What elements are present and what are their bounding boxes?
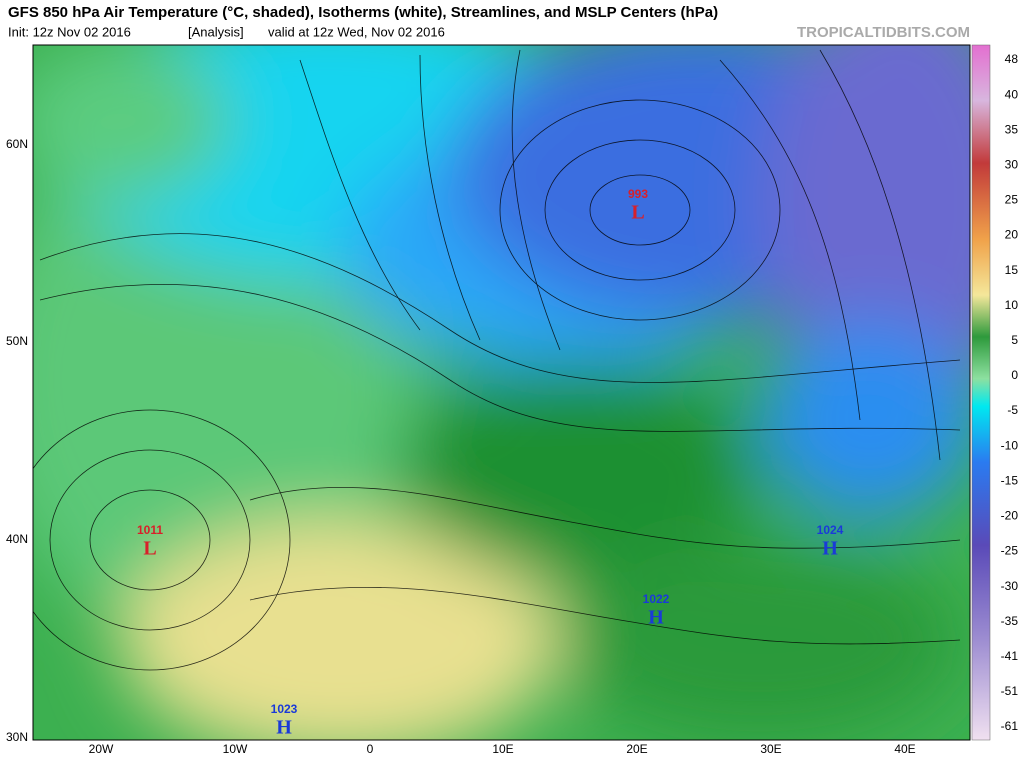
pressure-value: 1024 xyxy=(817,523,844,537)
lat-label: 50N xyxy=(6,334,28,348)
pressure-center: H xyxy=(648,607,664,629)
analysis-tag: [Analysis] xyxy=(188,24,244,39)
pressure-center: L xyxy=(631,202,644,224)
lat-label: 40N xyxy=(6,532,28,546)
colorbar-label: -5 xyxy=(1007,403,1018,417)
pressure-center: H xyxy=(822,538,838,560)
credit: TROPICALTIDBITS.COM xyxy=(797,24,970,41)
colorbar-label: -25 xyxy=(1001,544,1019,558)
colorbar xyxy=(971,44,991,741)
colorbar-label: -10 xyxy=(1001,438,1019,452)
lon-label: 0 xyxy=(367,742,374,756)
colorbar-label: -15 xyxy=(1001,473,1019,487)
colorbar-label: 40 xyxy=(1005,87,1019,101)
colorbar-label: -41 xyxy=(1001,649,1019,663)
colorbar-label: 10 xyxy=(1005,298,1019,312)
colorbar-label: 30 xyxy=(1005,157,1019,171)
colorbar-label: -61 xyxy=(1001,719,1019,733)
colorbar-label: -20 xyxy=(1001,509,1019,523)
lon-label: 30E xyxy=(760,742,781,756)
colorbar-label: 35 xyxy=(1005,122,1019,136)
colorbar-label: 25 xyxy=(1005,193,1019,207)
valid-text: valid at 12z Wed, Nov 02 2016 xyxy=(268,24,445,39)
colorbar-label: -30 xyxy=(1001,579,1019,593)
colorbar-label: -35 xyxy=(1001,614,1019,628)
lon-label: 10W xyxy=(223,742,248,756)
colorbar-label: 5 xyxy=(1011,333,1018,347)
pressure-center: L xyxy=(143,538,156,560)
colorbar-label: 48 xyxy=(1005,52,1019,66)
colorbar-label: 20 xyxy=(1005,228,1019,242)
pressure-value: 1023 xyxy=(271,702,298,716)
lon-label: 10E xyxy=(492,742,513,756)
pressure-value: 1011 xyxy=(137,523,163,537)
pressure-value: 1022 xyxy=(643,592,670,606)
lon-label: 20W xyxy=(89,742,114,756)
colorbar-label: 15 xyxy=(1005,263,1019,277)
pressure-value: 993 xyxy=(628,187,648,201)
init-text: Init: 12z Nov 02 2016 xyxy=(8,24,131,39)
colorbar-label: 0 xyxy=(1011,368,1018,382)
lon-label: 20E xyxy=(626,742,647,756)
lon-label: 40E xyxy=(894,742,915,756)
pressure-center: H xyxy=(276,717,292,739)
title: GFS 850 hPa Air Temperature (°C, shaded)… xyxy=(8,4,718,21)
lat-label: 30N xyxy=(6,730,28,744)
colorbar-label: -51 xyxy=(1001,684,1019,698)
lat-label: 60N xyxy=(6,137,28,151)
map-frame xyxy=(32,44,971,741)
